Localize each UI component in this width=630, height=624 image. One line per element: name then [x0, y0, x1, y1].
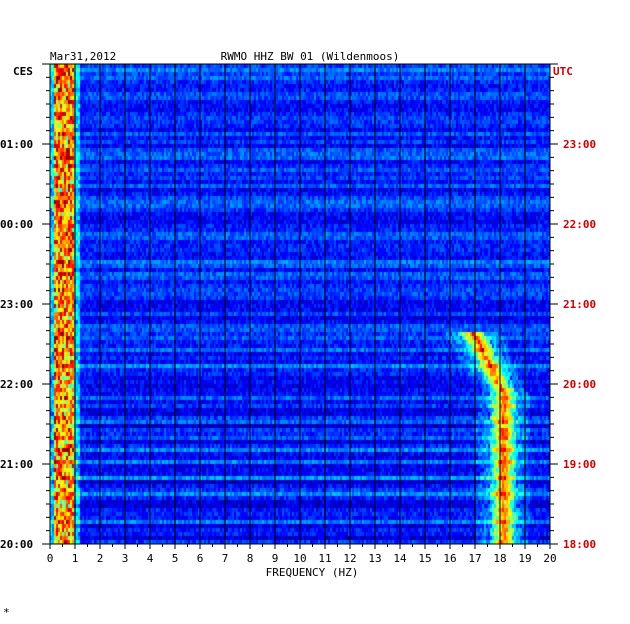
- x-tick-label: 4: [147, 552, 154, 565]
- x-axis: 0 1 2 3 4 5 6 7 8 9 10 11 12 13 14 15 16 17 18 19 20: [47, 544, 557, 565]
- left-time-label: 23:00: [0, 298, 33, 311]
- x-tick-label: 1: [72, 552, 79, 565]
- left-time-label: 22:00: [0, 378, 33, 391]
- x-tick-label: 20: [543, 552, 556, 565]
- x-tick-label: 17: [468, 552, 481, 565]
- frequency-gridlines: [74, 64, 526, 544]
- right-time-label: 19:00: [563, 458, 596, 471]
- left-time-label: 21:00: [0, 458, 33, 471]
- x-tick-label: 14: [393, 552, 407, 565]
- x-tick-label: 6: [197, 552, 204, 565]
- right-time-label: 21:00: [563, 298, 596, 311]
- station-title: RWMO HHZ BW 01 (Wildenmoos): [221, 50, 400, 63]
- right-time-axis: 23:00 22:00 21:00 20:00 19:00 18:00: [550, 63, 596, 551]
- x-tick-label: 9: [272, 552, 279, 565]
- date-label: Mar31,2012: [50, 50, 116, 63]
- x-tick-label: 5: [172, 552, 179, 565]
- x-tick-label: 12: [343, 552, 356, 565]
- x-tick-label: 11: [318, 552, 331, 565]
- x-tick-label: 3: [122, 552, 129, 565]
- x-axis-label: FREQUENCY (HZ): [266, 566, 359, 579]
- x-tick-label: 7: [222, 552, 229, 565]
- x-tick-label: 18: [493, 552, 506, 565]
- x-tick-label: 0: [47, 552, 54, 565]
- right-time-label: 20:00: [563, 378, 596, 391]
- x-tick-label: 16: [443, 552, 456, 565]
- right-time-label: 18:00: [563, 538, 596, 551]
- right-time-label: 22:00: [563, 218, 596, 231]
- left-time-label: 00:00: [0, 218, 33, 231]
- x-tick-label: 8: [247, 552, 254, 565]
- left-zone-label: CES: [13, 65, 33, 78]
- x-tick-label: 13: [368, 552, 381, 565]
- footnote-mark: *: [3, 606, 10, 619]
- x-tick-label: 2: [97, 552, 104, 565]
- left-time-label: 20:00: [0, 538, 33, 551]
- right-time-label: 23:00: [563, 138, 596, 151]
- right-zone-label: UTC: [553, 65, 573, 78]
- left-time-label: 01:00: [0, 138, 33, 151]
- x-tick-label: 15: [418, 552, 431, 565]
- left-time-axis: 01:00 00:00 23:00 22:00 21:00 20:00: [0, 63, 50, 551]
- x-tick-label: 10: [293, 552, 306, 565]
- x-tick-label: 19: [518, 552, 531, 565]
